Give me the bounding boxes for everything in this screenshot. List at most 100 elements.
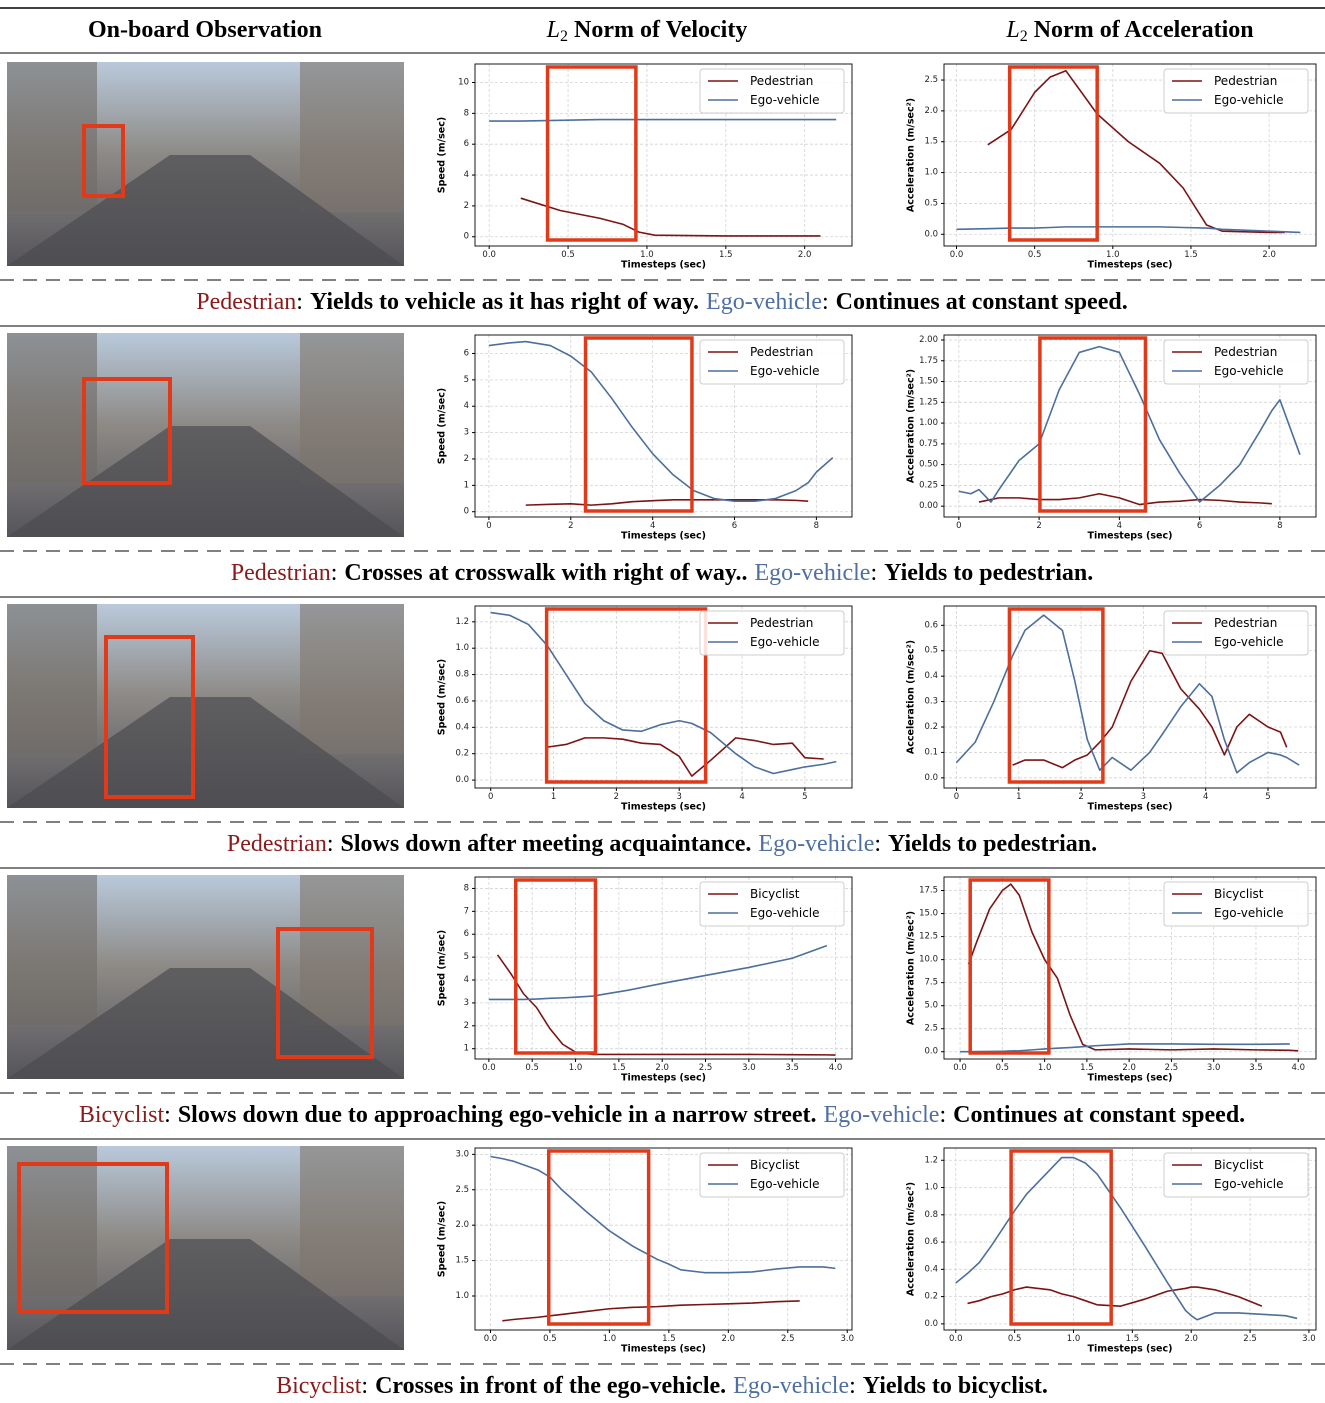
series-line [502,1301,799,1321]
y-tick-label: 0.2 [924,1292,938,1302]
caption: Pedestrian:Slows down after meeting acqu… [227,831,1097,857]
x-tick-label: 3.0 [742,1063,756,1073]
legend-label: Pedestrian [1214,345,1277,359]
chart: 0.00.51.01.52.02.53.03.54.00.02.55.07.51… [906,877,1317,1084]
x-axis-label: Timesteps (sec) [621,1344,706,1355]
legend-label: Ego-vehicle [1214,906,1284,920]
text-segment: Slows down due to approaching ego-vehicl… [178,1102,817,1128]
text-segment: Ego-vehicle [733,1373,849,1399]
x-tick-label: 4 [1117,521,1122,531]
text-segment: Pedestrian [196,289,296,315]
x-axis-label: Timesteps (sec) [1088,1344,1173,1355]
y-axis-label: Acceleration (m/sec²) [906,911,917,1025]
photo-building [7,604,97,754]
x-axis-label: Timesteps (sec) [621,802,706,813]
x-tick-label: 0.0 [484,1334,498,1344]
x-tick-label: 3.0 [840,1334,854,1344]
highlight-box [548,67,636,240]
y-tick-label: 0.5 [924,646,938,656]
x-tick-label: 2.5 [1243,1334,1257,1344]
text-segment: : [164,1102,171,1128]
caption: Bicyclist: Slows down due to approaching … [79,1102,1245,1128]
y-axis-label: Acceleration (m/sec²) [906,98,917,212]
text-segment: Yields to vehicle as it has right of way… [310,289,699,315]
y-axis-label: Speed (m/sec) [437,388,448,464]
x-tick-label: 1.0 [1038,1063,1052,1073]
y-tick-label: 1.0 [455,1291,469,1301]
y-tick-label: 1.2 [455,617,469,627]
text-segment: Ego-vehicle [758,831,874,857]
y-tick-label: 2.5 [924,1024,938,1034]
x-tick-label: 0.0 [482,250,496,260]
y-tick-label: 0.50 [919,460,938,470]
series-line [526,500,808,505]
y-tick-label: 4 [464,401,469,411]
y-axis-label: Speed (m/sec) [437,659,448,735]
x-tick-label: 8 [814,521,819,531]
x-tick-label: 1.5 [1184,250,1198,260]
series-line [979,494,1272,505]
x-tick-label: 0 [488,792,493,802]
chart: 0.00.51.01.52.00.00.51.01.52.02.5Timeste… [906,64,1317,271]
series-line [489,946,827,1000]
legend-label: Ego-vehicle [750,906,820,920]
x-tick-label: 5 [1265,792,1270,802]
y-tick-label: 5 [464,952,469,962]
y-tick-label: 1.25 [919,397,938,407]
text-segment: : [331,560,338,586]
legend-label: Pedestrian [1214,616,1277,630]
y-tick-label: 1.00 [919,418,938,428]
x-tick-label: 3.5 [785,1063,799,1073]
x-tick-label: 2.0 [655,1063,669,1073]
x-tick-label: 2 [614,792,619,802]
text-segment: Norm of Acceleration [1034,17,1254,43]
caption: Bicyclist:Crosses in front of the ego-ve… [276,1373,1048,1399]
y-tick-label: 2.0 [924,106,938,116]
chart: 0.00.51.01.52.02.53.00.00.20.40.60.81.01… [906,1148,1317,1355]
x-tick-label: 2.0 [1262,250,1276,260]
photo-building [7,875,97,1025]
photo-building [300,333,404,483]
x-tick-label: 4 [650,521,655,531]
x-tick-label: 1.5 [719,250,733,260]
legend-label: Bicyclist [750,887,800,901]
y-tick-label: 0.0 [924,1319,938,1329]
y-tick-label: 0.00 [919,501,938,511]
y-tick-label: 0.4 [924,1264,938,1274]
caption: Pedestrian:Crosses at crosswalk with rig… [231,560,1094,586]
y-tick-label: 6 [464,139,469,149]
text-segment: On-board Observation [88,17,322,43]
x-axis-label: Timesteps (sec) [1088,1073,1173,1084]
text-segment: Pedestrian [231,560,331,586]
x-tick-label: 4 [1203,792,1208,802]
text-segment: Norm of Velocity [574,17,747,43]
text-segment: Bicyclist [79,1102,165,1128]
y-axis-label: Speed (m/sec) [437,930,448,1006]
text-segment: : [327,831,334,857]
series-line [489,120,836,122]
photo [7,604,404,808]
x-axis-label: Timesteps (sec) [621,1073,706,1084]
y-tick-label: 0.75 [919,439,938,449]
photo-building [300,875,404,1025]
x-tick-label: 6 [732,521,737,531]
x-tick-label: 8 [1277,521,1282,531]
column-header: L2Norm of Acceleration [1005,17,1253,45]
text-segment: Continues at constant speed. [836,289,1128,315]
series-line [1013,651,1287,768]
x-tick-label: 6 [1197,521,1202,531]
highlight-box [970,880,1049,1053]
x-tick-label: 2.0 [798,250,812,260]
x-tick-label: 0 [954,792,959,802]
y-tick-label: 0.6 [924,1237,938,1247]
column-header: On-board Observation [88,17,322,43]
y-tick-label: 0.1 [924,747,938,757]
x-tick-label: 3.5 [1249,1063,1263,1073]
x-tick-label: 0.0 [953,1063,967,1073]
y-tick-label: 2.00 [919,335,938,345]
x-tick-label: 0 [486,521,491,531]
x-axis-label: Timesteps (sec) [1088,260,1173,271]
y-tick-label: 3.0 [455,1149,469,1159]
photo-building [300,62,404,212]
